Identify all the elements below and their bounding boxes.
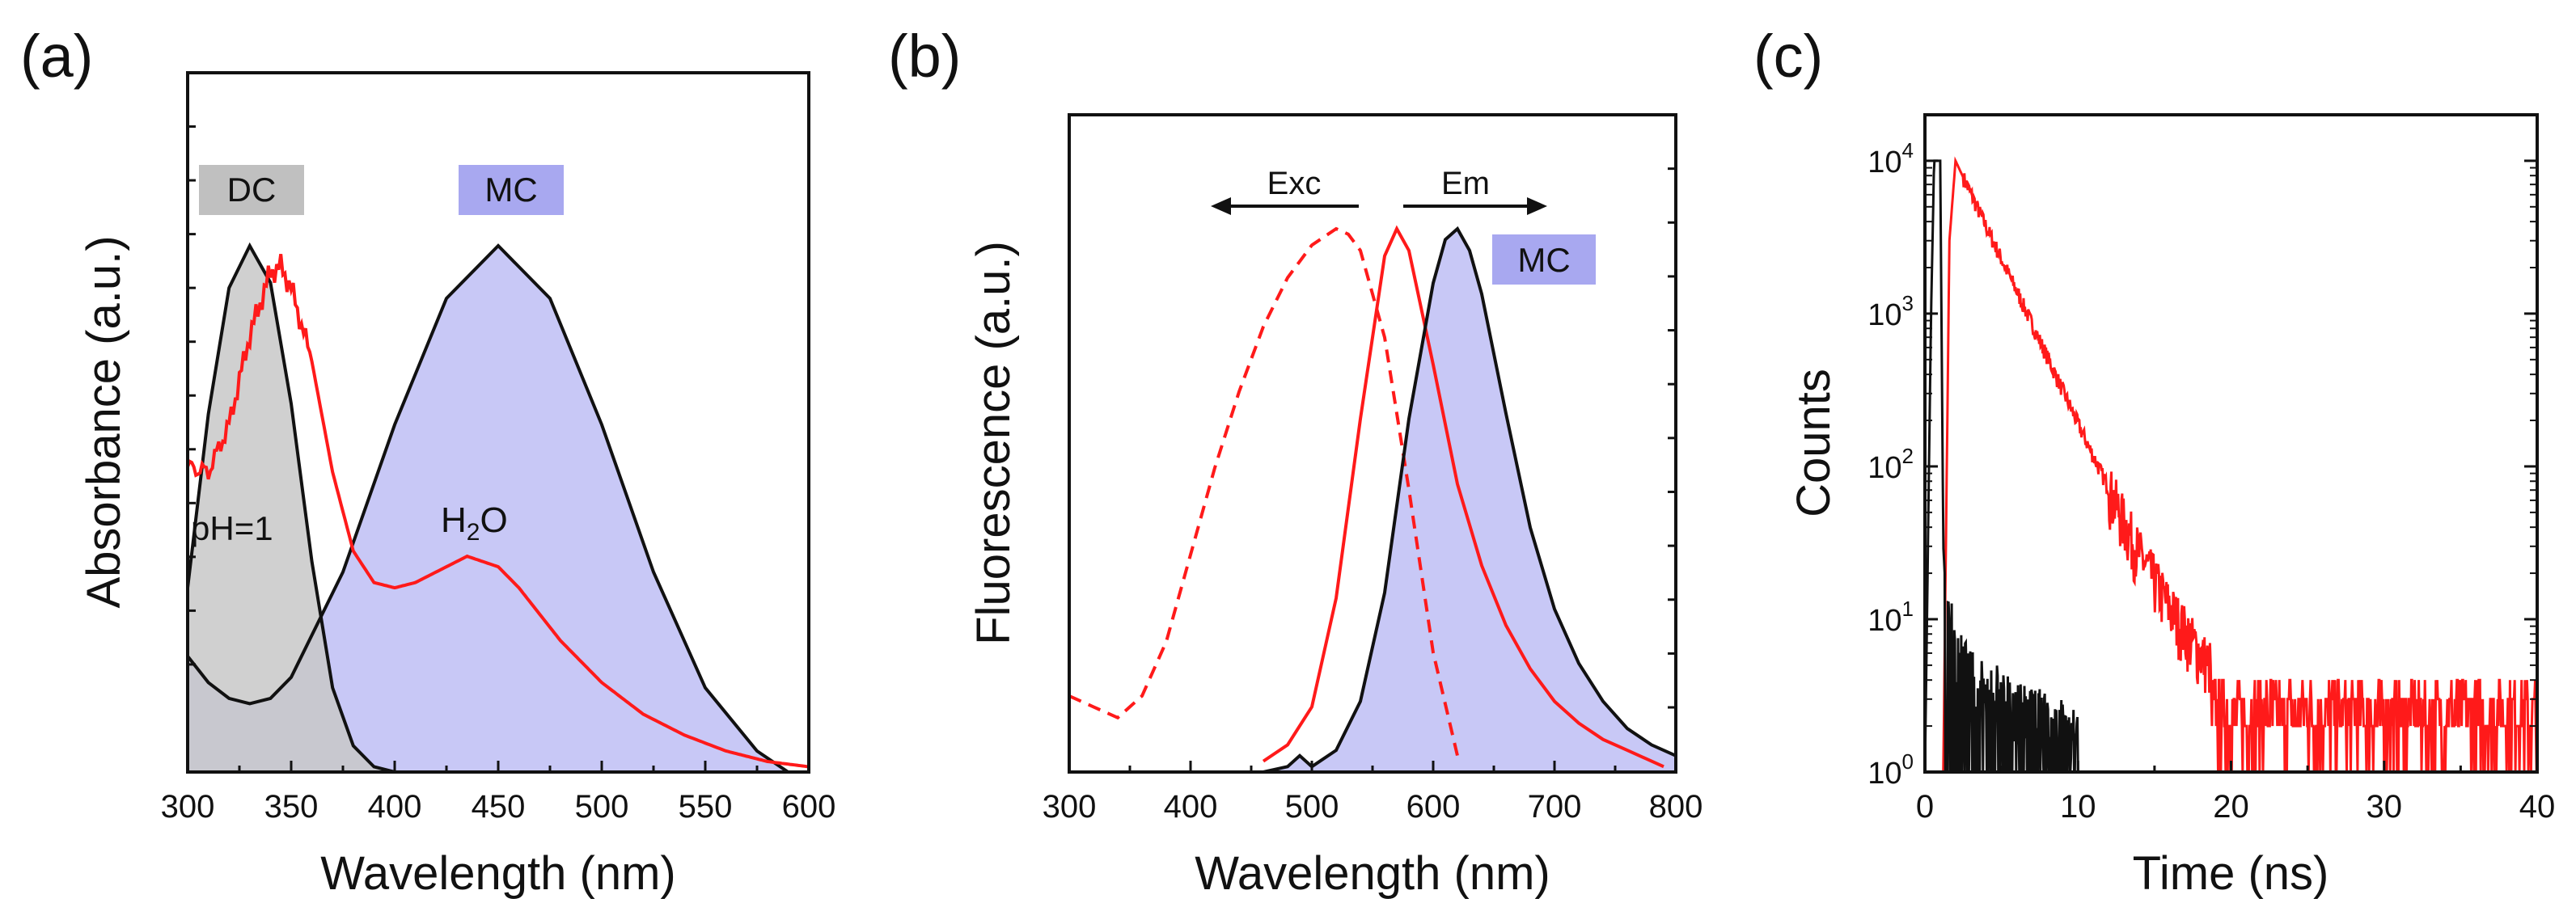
x-tick-label: 700 xyxy=(1528,789,1582,825)
x-tick-label: 300 xyxy=(161,789,215,825)
mc-label-box xyxy=(459,165,564,215)
mc-emission-fill xyxy=(1263,229,1676,772)
panel-b-xlabel: Wavelength (nm) xyxy=(1195,847,1550,900)
panel-a: (a) 300 350 400 450 500 550 600 DC MC pH=1 H2O… xyxy=(20,23,835,900)
x-tick-label: 800 xyxy=(1649,789,1703,825)
x-tick-label: 20 xyxy=(2213,789,2249,825)
x-tick-label: 500 xyxy=(575,789,629,825)
h2o-absorbance-line xyxy=(186,254,810,769)
h2o-label: H2O xyxy=(441,500,508,546)
x-tick-label: 550 xyxy=(679,789,733,825)
panel-c-xlabel: Time (ns) xyxy=(2133,847,2329,900)
x-tick-label: 350 xyxy=(264,789,319,825)
mc-emission-line xyxy=(1263,226,1677,774)
panel-a-xlabel: Wavelength (nm) xyxy=(320,847,675,900)
y-tick-label: 103 xyxy=(1867,291,1914,332)
mc-label: MC xyxy=(484,171,537,209)
red-emission-line xyxy=(1262,225,1664,769)
y-tick-label: 101 xyxy=(1867,597,1914,638)
x-tick-label: 300 xyxy=(1043,789,1097,825)
x-tick-label: 500 xyxy=(1285,789,1339,825)
ph-label: pH=1 xyxy=(191,509,273,547)
panel-b-ylabel: Fluorescence (a.u.) xyxy=(967,241,1020,645)
panel-c-ylabel: Counts xyxy=(1787,369,1840,517)
mc-absorbance-line xyxy=(186,243,789,774)
dc-label: DC xyxy=(227,171,277,209)
em-label: Em xyxy=(1441,166,1490,201)
dc-absorbance-line xyxy=(186,242,395,774)
dc-label-box xyxy=(199,165,304,215)
mc-absorbance-fill xyxy=(188,246,789,772)
panel-c-frame xyxy=(1923,113,2539,774)
panel-a-letter: (a) xyxy=(20,23,93,90)
y-tick-label: 104 xyxy=(1867,138,1914,179)
panel-b-letter: (b) xyxy=(888,23,961,90)
panel-c: (c) 0 10 20 30 40 100 101 102 103 104 Counts Time… xyxy=(1753,23,2555,900)
x-tick-label: 0 xyxy=(1916,789,1934,825)
x-tick-label: 400 xyxy=(1164,789,1218,825)
x-tick-label: 30 xyxy=(2367,789,2403,825)
x-tick-label: 10 xyxy=(2060,789,2096,825)
panel-b: (b) 300 400 500 600 700 800 Exc Em MC Fluores… xyxy=(888,23,1703,900)
x-tick-label: 400 xyxy=(368,789,422,825)
exc-label: Exc xyxy=(1267,166,1322,201)
mc-label-b: MC xyxy=(1517,241,1570,279)
x-tick-label: 600 xyxy=(782,789,836,825)
em-arrowhead xyxy=(1527,197,1547,215)
exc-arrowhead xyxy=(1211,197,1231,215)
mc-label-box-b xyxy=(1492,234,1596,285)
x-tick-label: 40 xyxy=(2519,789,2556,825)
panel-a-ylabel: Absorbance (a.u.) xyxy=(78,235,130,608)
x-tick-label: 600 xyxy=(1406,789,1461,825)
x-tick-label: 450 xyxy=(472,789,526,825)
fluorescence-decay-line xyxy=(1925,156,2539,774)
y-tick-label: 102 xyxy=(1867,444,1914,485)
y-tick-label: 100 xyxy=(1867,749,1914,791)
panel-c-letter: (c) xyxy=(1753,23,1823,90)
